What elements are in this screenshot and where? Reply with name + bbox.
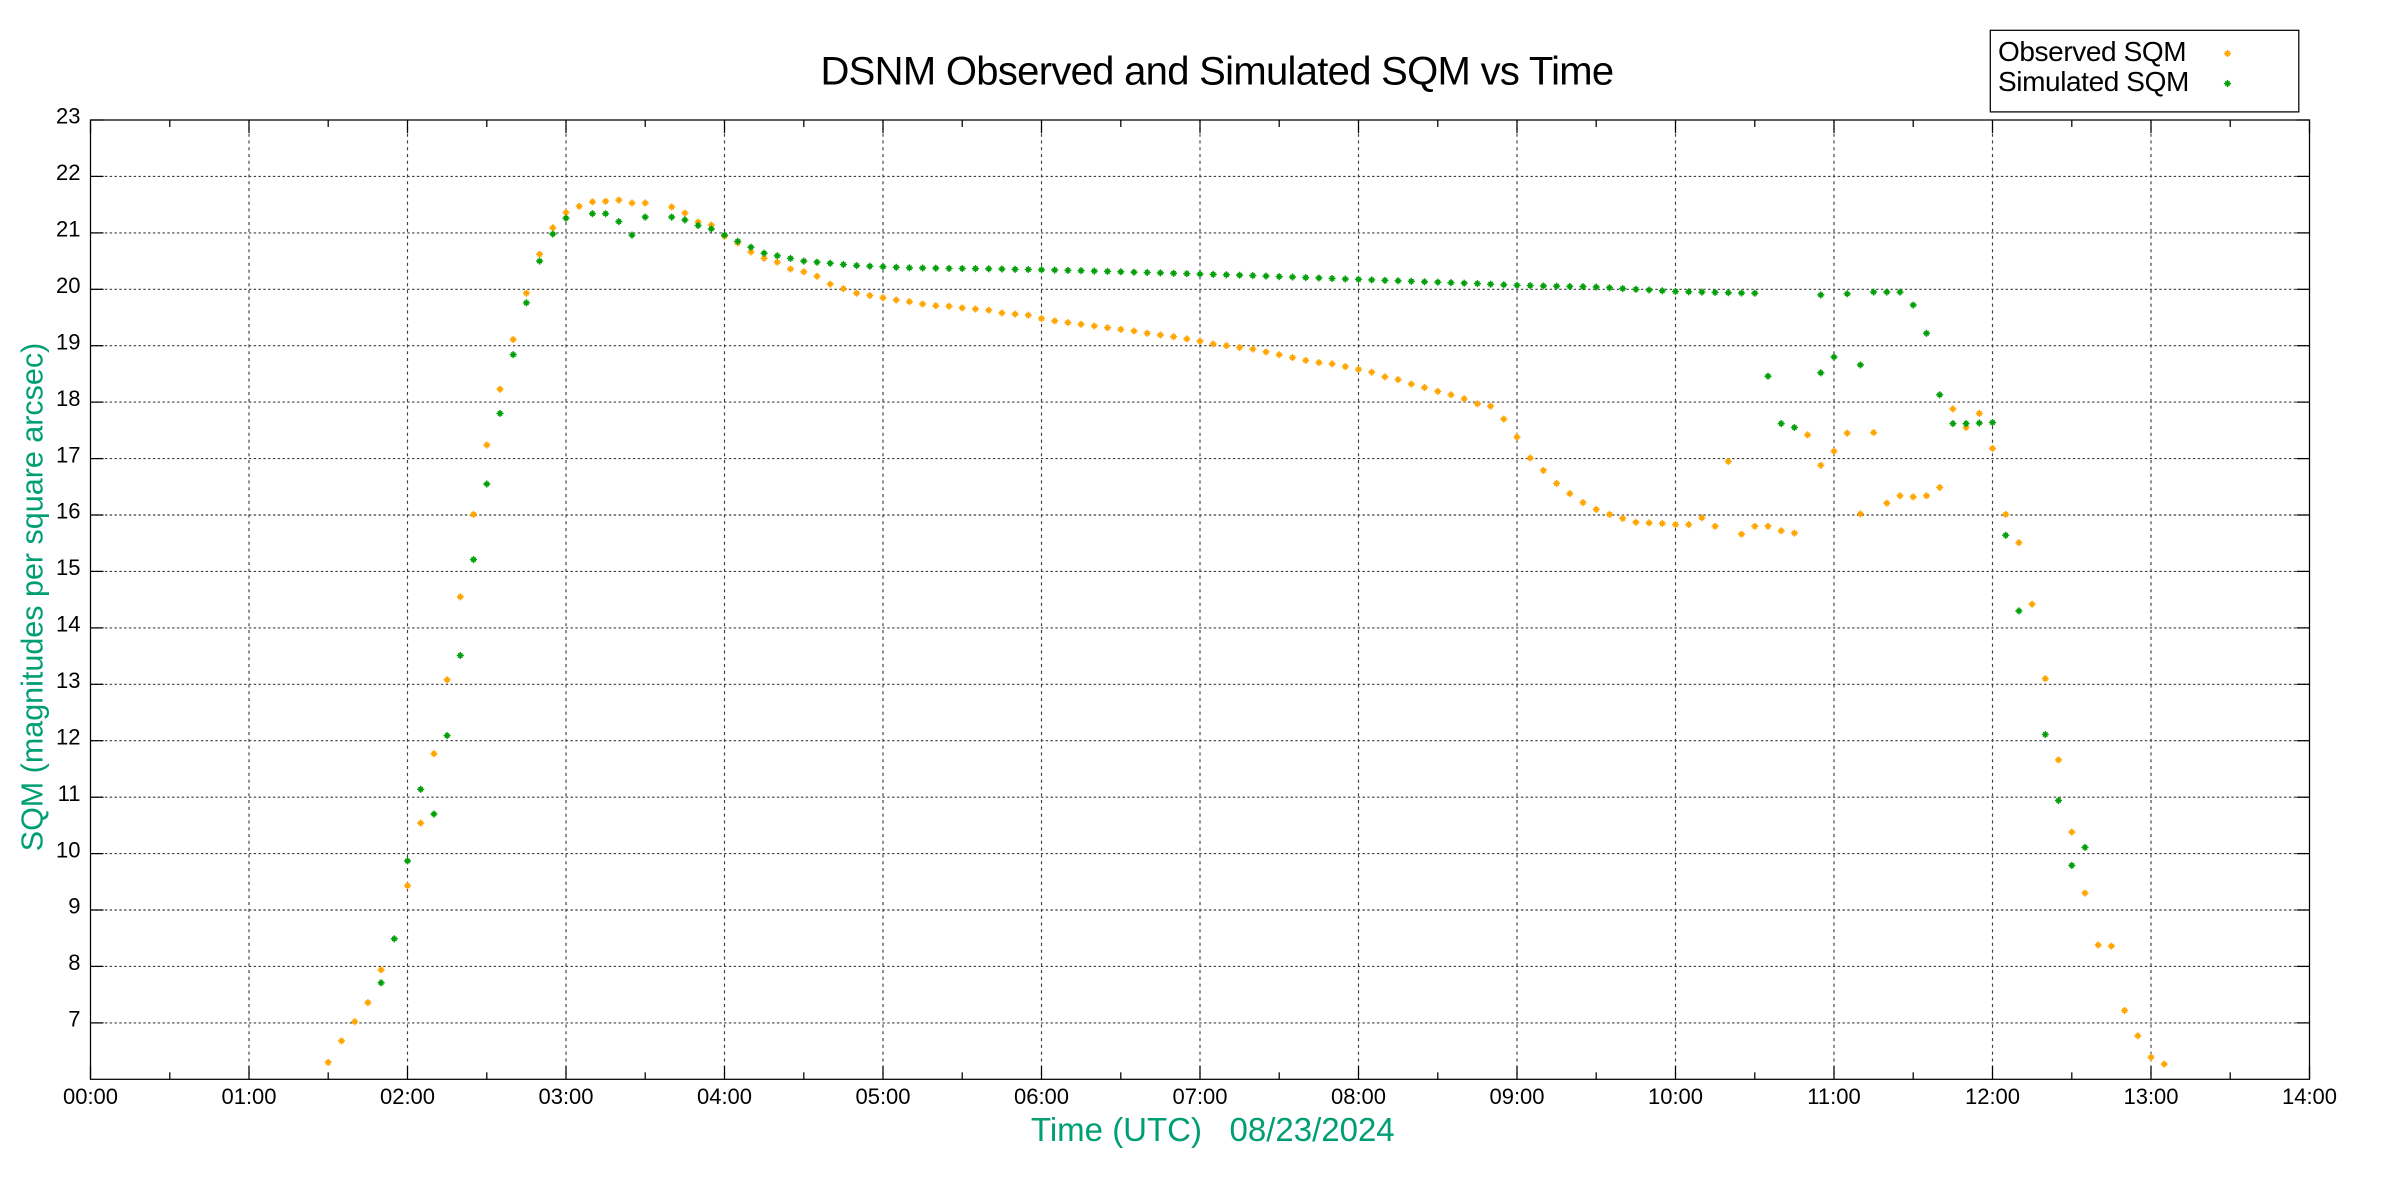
svg-text:20: 20: [56, 273, 80, 298]
svg-text:7: 7: [68, 1007, 80, 1032]
svg-text:13: 13: [56, 668, 80, 693]
svg-text:11:00: 11:00: [1807, 1084, 1860, 1109]
svg-text:08:00: 08:00: [1331, 1084, 1386, 1109]
svg-text:05:00: 05:00: [855, 1084, 910, 1109]
svg-text:9: 9: [68, 894, 80, 919]
svg-text:17: 17: [56, 442, 80, 467]
svg-text:12: 12: [56, 724, 80, 749]
svg-text:19: 19: [56, 329, 80, 354]
svg-text:18: 18: [56, 386, 80, 411]
svg-text:SQM (magnitudes per square arc: SQM (magnitudes per square arcsec): [16, 343, 50, 852]
svg-text:15: 15: [56, 555, 80, 580]
svg-text:Observed SQM: Observed SQM: [1998, 36, 2186, 67]
svg-text:00:00: 00:00: [63, 1084, 118, 1109]
svg-text:06:00: 06:00: [1014, 1084, 1069, 1109]
svg-text:07:00: 07:00: [1172, 1084, 1227, 1109]
svg-text:Time (UTC) 08/23/2024: Time (UTC) 08/23/2024: [1031, 1111, 1395, 1148]
svg-text:10: 10: [56, 837, 80, 862]
svg-text:DSNM Observed and Simulated SQ: DSNM Observed and Simulated SQM vs Time: [821, 50, 1614, 94]
svg-text:01:00: 01:00: [221, 1084, 276, 1109]
svg-text:11: 11: [58, 781, 81, 806]
svg-text:14: 14: [56, 612, 80, 637]
svg-text:22: 22: [56, 160, 80, 185]
svg-text:8: 8: [68, 950, 80, 975]
svg-text:23: 23: [56, 104, 80, 129]
svg-text:16: 16: [56, 499, 80, 524]
svg-text:03:00: 03:00: [538, 1084, 593, 1109]
svg-text:21: 21: [56, 217, 80, 242]
svg-text:14:00: 14:00: [2282, 1084, 2337, 1109]
svg-text:04:00: 04:00: [697, 1084, 752, 1109]
svg-text:02:00: 02:00: [380, 1084, 435, 1109]
svg-text:09:00: 09:00: [1489, 1084, 1544, 1109]
svg-text:10:00: 10:00: [1648, 1084, 1703, 1109]
svg-text:13:00: 13:00: [2123, 1084, 2178, 1109]
svg-text:Simulated SQM: Simulated SQM: [1998, 66, 2189, 97]
svg-text:12:00: 12:00: [1965, 1084, 2020, 1109]
